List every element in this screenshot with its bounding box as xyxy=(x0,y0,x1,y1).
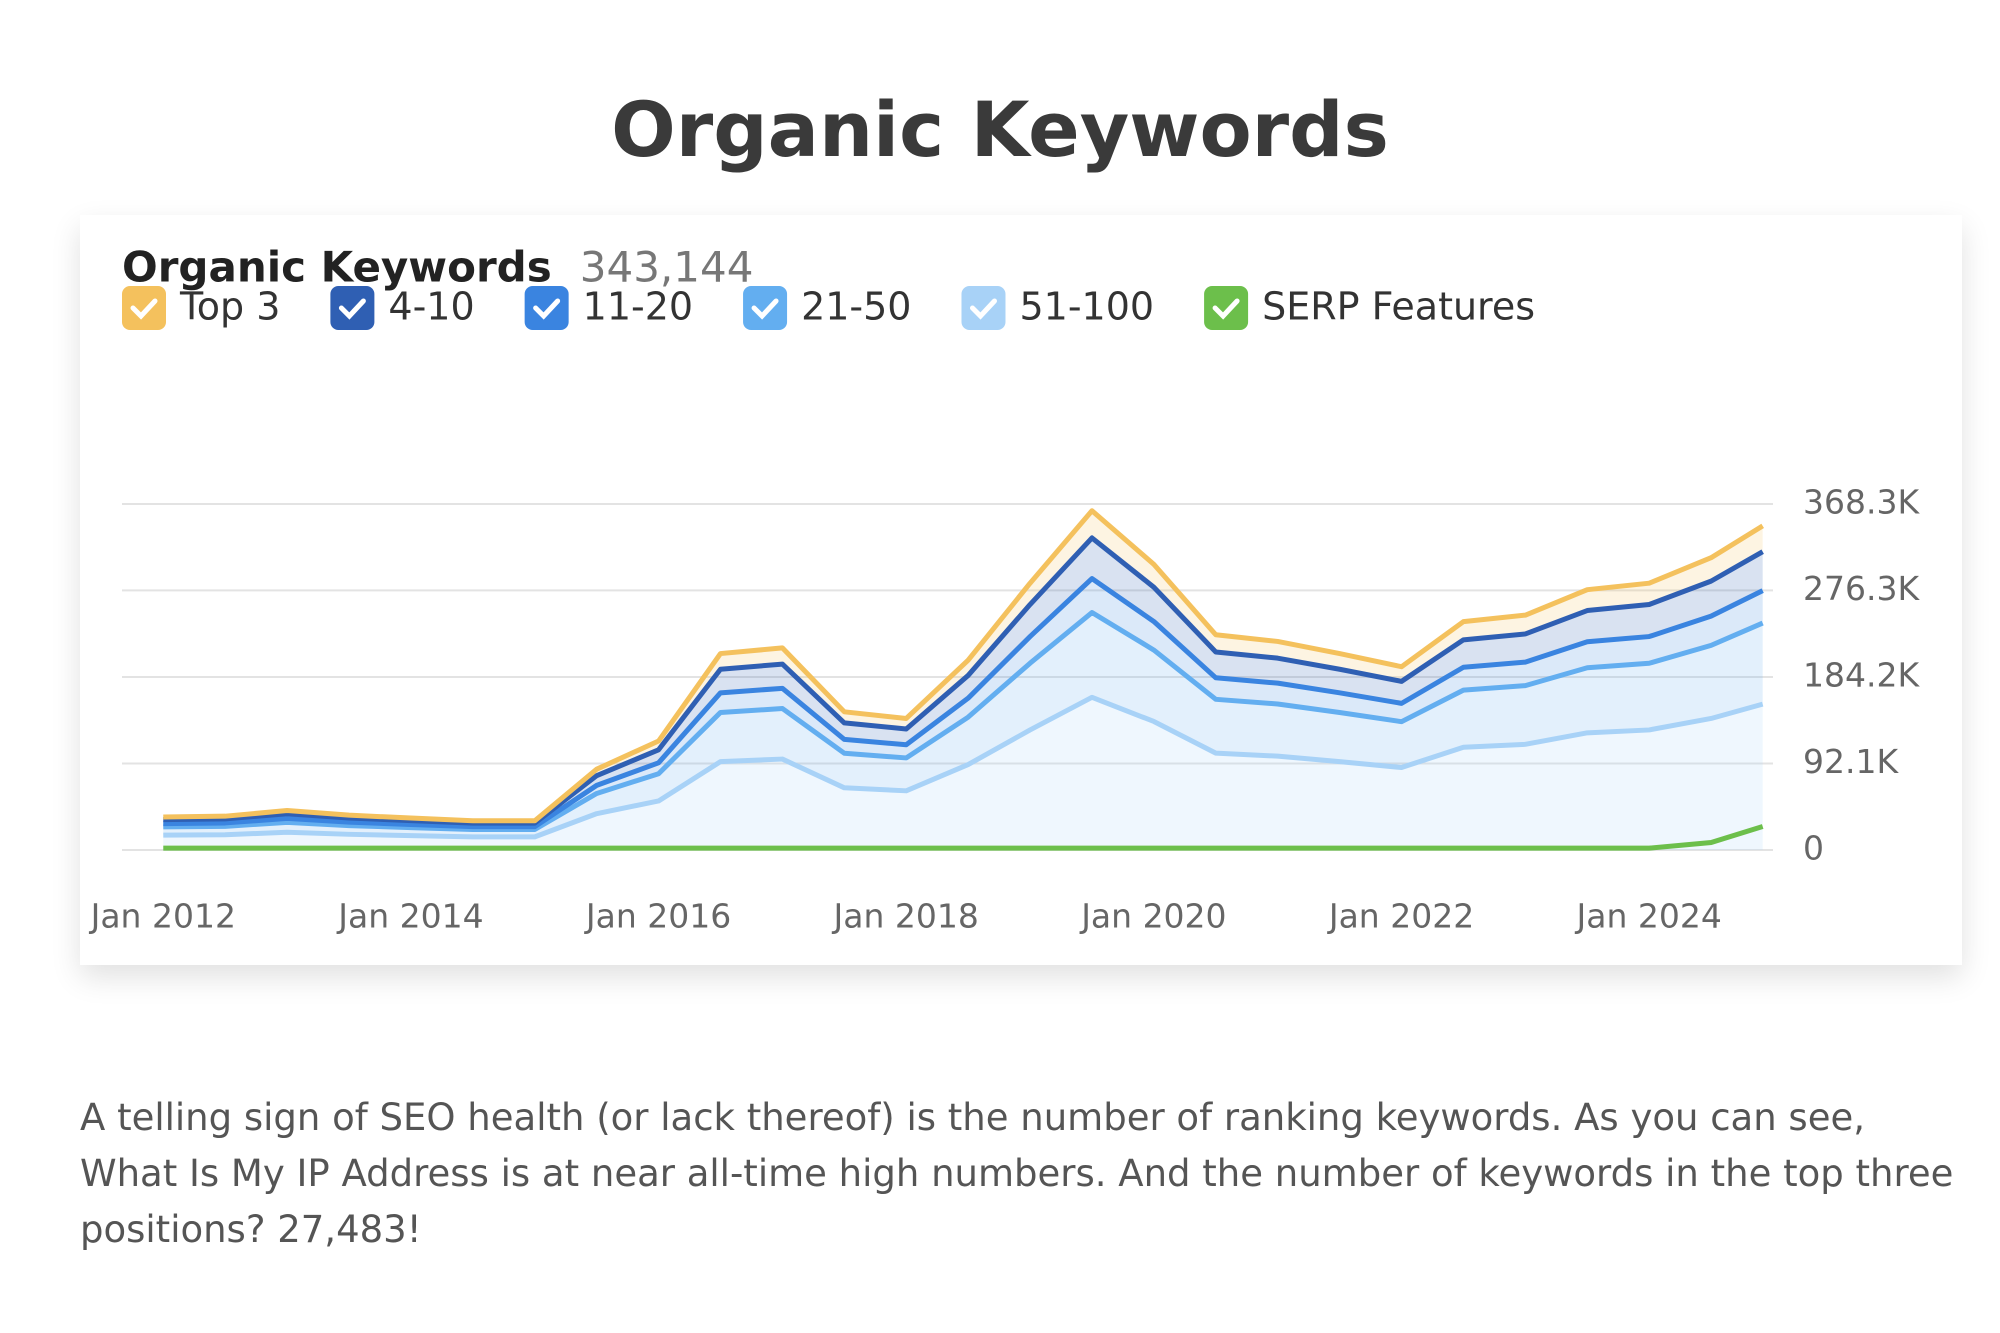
area-band xyxy=(163,612,1763,837)
legend-check xyxy=(338,298,366,320)
area-band xyxy=(163,697,1763,850)
legend-checkbox xyxy=(1204,286,1249,330)
legend-checkbox xyxy=(961,286,1006,330)
legend-check xyxy=(1212,298,1240,320)
legend-checkbox xyxy=(330,286,375,330)
x-tick-label: Jan 2012 xyxy=(89,897,236,936)
y-tick-label: 368.3K xyxy=(1803,483,1920,522)
area-line xyxy=(163,508,1764,824)
chart-subtitle: 343,144 xyxy=(580,243,754,292)
legend-item: 21-50 xyxy=(743,285,911,330)
legend-label: 4-10 xyxy=(388,285,474,329)
chart-title: Organic Keywords xyxy=(122,243,552,292)
legend-label: 51-100 xyxy=(1019,285,1154,329)
legend-check xyxy=(533,298,561,320)
area-line xyxy=(163,610,1764,833)
chart: Organic Keywords 343,144 Top 3 4-10 11-20 2… xyxy=(89,243,1921,936)
x-tick-label: Jan 2018 xyxy=(832,897,979,936)
legend-check xyxy=(751,298,779,320)
x-tick-label: Jan 2024 xyxy=(1575,897,1722,936)
x-tick-label: Jan 2022 xyxy=(1327,897,1474,936)
legend-checkbox xyxy=(743,286,788,330)
legend-label: SERP Features xyxy=(1262,285,1535,329)
legend-item: Top 3 xyxy=(122,285,280,330)
x-tick-label: Jan 2014 xyxy=(336,897,483,936)
y-tick-label: 92.1K xyxy=(1803,742,1899,781)
page-title: Organic Keywords xyxy=(611,85,1389,174)
chart-card: Organic Keywords 343,144 Top 3 4-10 11-20 2… xyxy=(80,215,1962,965)
x-tick-label: Jan 2016 xyxy=(584,897,731,936)
legend-label: 11-20 xyxy=(583,285,693,329)
paragraph: A telling sign of SEO health (or lack th… xyxy=(80,1096,1954,1251)
line xyxy=(163,824,1764,851)
legend-item: SERP Features xyxy=(1204,285,1535,330)
legend-item: 4-10 xyxy=(330,285,475,330)
legend-item: 11-20 xyxy=(524,285,693,330)
legend-label: 21-50 xyxy=(801,285,911,329)
y-tick-label: 184.2K xyxy=(1803,655,1920,694)
x-tick-label: Jan 2020 xyxy=(1079,897,1226,936)
legend-label: Top 3 xyxy=(179,285,280,329)
area-line xyxy=(163,576,1764,830)
area-line xyxy=(163,694,1764,840)
legend-check xyxy=(130,298,158,320)
legend-item: 51-100 xyxy=(961,285,1154,330)
legend-checkbox xyxy=(524,286,569,330)
legend-checkbox xyxy=(122,286,166,330)
legend-check xyxy=(969,298,997,320)
y-tick-label: 276.3K xyxy=(1803,569,1920,608)
y-tick-label: 0 xyxy=(1803,829,1824,868)
